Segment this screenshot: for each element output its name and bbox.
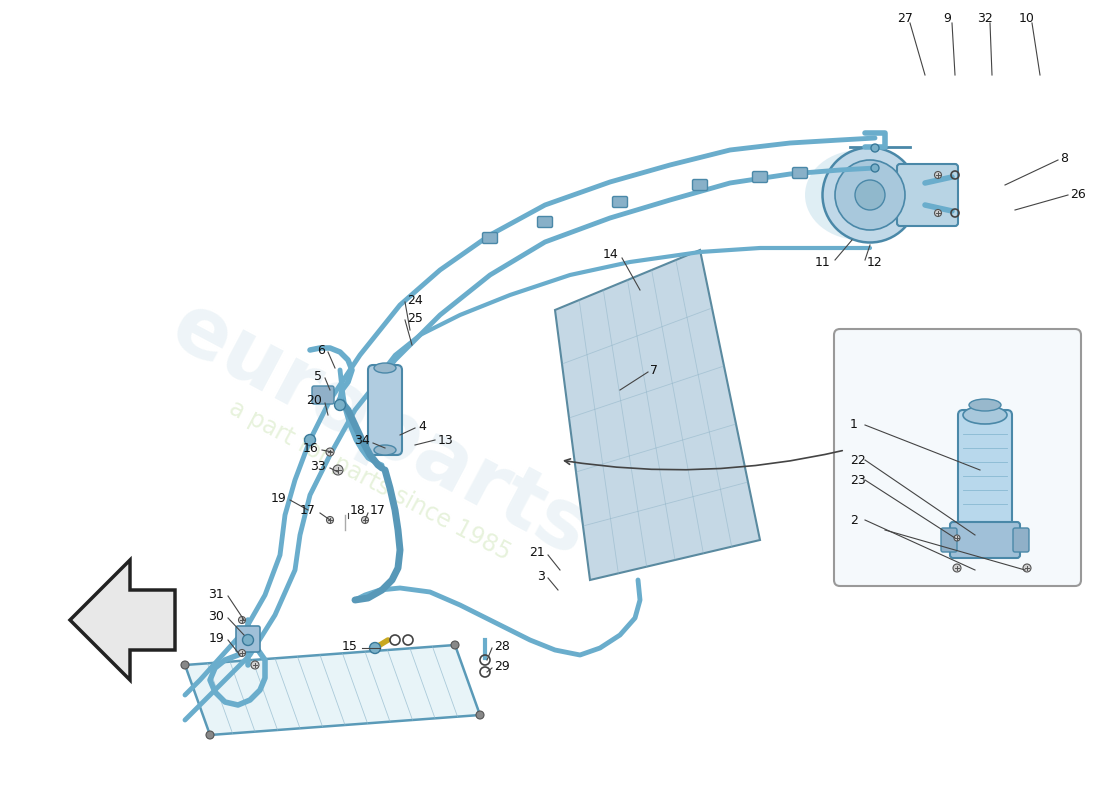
Text: 31: 31 [208,587,224,601]
Circle shape [954,535,960,541]
Text: 34: 34 [354,434,370,447]
Circle shape [239,617,245,623]
Circle shape [1023,564,1031,572]
Text: a part for parts since 1985: a part for parts since 1985 [226,395,515,565]
Text: 19: 19 [208,631,224,645]
Circle shape [370,642,381,654]
Polygon shape [556,250,760,580]
Text: 9: 9 [943,11,950,25]
Circle shape [206,731,214,739]
Ellipse shape [855,180,886,210]
Text: 17: 17 [370,505,386,518]
FancyBboxPatch shape [958,410,1012,528]
Text: 24: 24 [407,294,422,306]
Circle shape [871,144,879,152]
Text: 28: 28 [494,639,510,653]
FancyBboxPatch shape [483,233,497,243]
Circle shape [239,650,245,657]
FancyBboxPatch shape [538,217,552,227]
Text: 27: 27 [898,11,913,25]
Text: 33: 33 [310,459,326,473]
Text: 19: 19 [271,491,286,505]
Text: 2: 2 [850,514,858,526]
Circle shape [871,164,879,172]
Circle shape [326,448,334,456]
Text: 21: 21 [529,546,544,559]
Ellipse shape [374,445,396,455]
Text: 23: 23 [850,474,866,486]
Polygon shape [185,645,480,735]
Text: 17: 17 [300,505,316,518]
Text: 16: 16 [302,442,318,454]
Text: 25: 25 [407,311,422,325]
FancyBboxPatch shape [752,171,768,182]
Text: 6: 6 [317,343,324,357]
Circle shape [935,171,942,178]
Text: europarts: europarts [157,286,603,574]
FancyBboxPatch shape [792,167,807,178]
Circle shape [333,465,343,475]
Ellipse shape [805,150,915,240]
Ellipse shape [823,147,917,242]
Text: 7: 7 [650,363,658,377]
FancyBboxPatch shape [950,522,1020,558]
Text: 3: 3 [537,570,544,582]
Circle shape [251,661,258,669]
Circle shape [327,517,333,523]
FancyBboxPatch shape [312,386,334,404]
FancyBboxPatch shape [368,365,402,455]
Circle shape [953,564,961,572]
FancyBboxPatch shape [834,329,1081,586]
Text: 29: 29 [494,659,509,673]
Text: 5: 5 [314,370,322,382]
Circle shape [362,517,369,523]
FancyBboxPatch shape [940,528,957,552]
Circle shape [242,634,253,646]
FancyBboxPatch shape [1013,528,1028,552]
Text: 20: 20 [306,394,322,407]
Circle shape [451,641,459,649]
Text: 18: 18 [350,505,366,518]
Text: 8: 8 [1060,151,1068,165]
Text: 22: 22 [850,454,866,466]
Ellipse shape [969,399,1001,411]
FancyBboxPatch shape [613,197,627,207]
Ellipse shape [962,406,1006,424]
Polygon shape [70,560,175,680]
Circle shape [334,399,345,410]
FancyBboxPatch shape [693,179,707,190]
Text: 15: 15 [342,639,358,653]
Text: 32: 32 [977,11,993,25]
FancyBboxPatch shape [896,164,958,226]
Circle shape [305,434,316,446]
Text: 1: 1 [850,418,858,431]
Text: 30: 30 [208,610,224,622]
Ellipse shape [374,363,396,373]
Text: 11: 11 [814,255,830,269]
Text: 26: 26 [1070,189,1086,202]
Text: 14: 14 [603,249,618,262]
Circle shape [182,661,189,669]
Text: 12: 12 [867,255,882,269]
Circle shape [476,711,484,719]
Circle shape [935,210,942,217]
Ellipse shape [835,160,905,230]
Text: 4: 4 [418,419,426,433]
Text: 13: 13 [438,434,453,446]
Text: 10: 10 [1019,11,1035,25]
FancyBboxPatch shape [236,626,260,652]
